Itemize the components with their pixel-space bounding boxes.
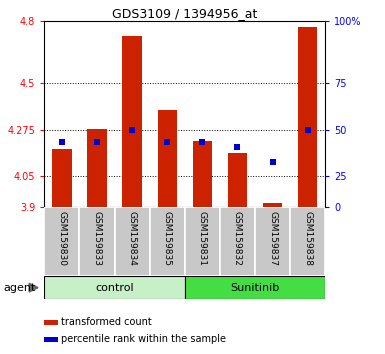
Bar bbox=[290, 207, 325, 276]
Bar bbox=[79, 207, 115, 276]
Bar bbox=[44, 337, 58, 342]
Bar bbox=[115, 207, 150, 276]
Bar bbox=[44, 207, 79, 276]
Text: GSM159835: GSM159835 bbox=[163, 211, 172, 266]
Bar bbox=[263, 203, 282, 207]
Bar bbox=[220, 207, 255, 276]
Text: GSM159830: GSM159830 bbox=[57, 211, 66, 266]
Bar bbox=[185, 276, 325, 299]
Text: GSM159833: GSM159833 bbox=[92, 211, 102, 266]
Bar bbox=[87, 129, 107, 207]
Bar bbox=[228, 153, 247, 207]
Text: GSM159831: GSM159831 bbox=[198, 211, 207, 266]
Text: GSM159832: GSM159832 bbox=[233, 211, 242, 266]
Bar bbox=[122, 36, 142, 207]
Bar bbox=[193, 141, 212, 207]
Text: agent: agent bbox=[4, 282, 36, 293]
Text: GSM159838: GSM159838 bbox=[303, 211, 312, 266]
Bar bbox=[44, 276, 185, 299]
Bar bbox=[44, 320, 58, 325]
Text: Sunitinib: Sunitinib bbox=[231, 282, 280, 293]
Text: GSM159837: GSM159837 bbox=[268, 211, 277, 266]
Text: control: control bbox=[95, 282, 134, 293]
Bar bbox=[185, 207, 220, 276]
Text: GSM159834: GSM159834 bbox=[127, 211, 137, 266]
Title: GDS3109 / 1394956_at: GDS3109 / 1394956_at bbox=[112, 7, 258, 20]
Bar bbox=[157, 110, 177, 207]
Bar bbox=[298, 27, 317, 207]
Bar bbox=[255, 207, 290, 276]
Bar bbox=[52, 149, 72, 207]
Text: percentile rank within the sample: percentile rank within the sample bbox=[61, 335, 226, 344]
Bar bbox=[150, 207, 185, 276]
Text: transformed count: transformed count bbox=[61, 318, 152, 327]
